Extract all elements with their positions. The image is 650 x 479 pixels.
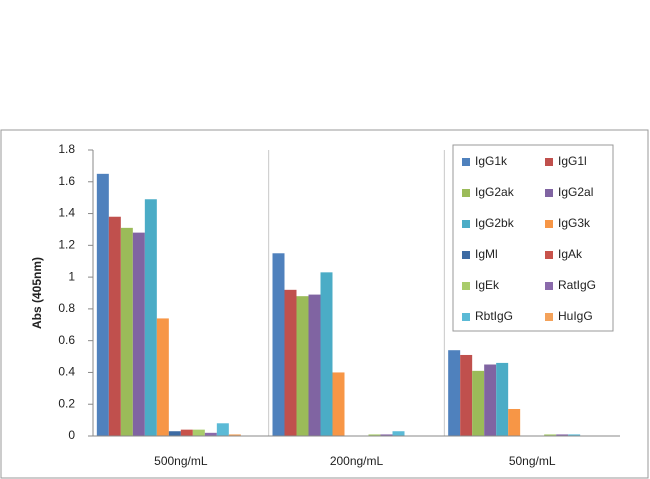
legend-swatch [462,251,470,259]
legend-swatch [545,251,553,259]
bar [168,431,181,436]
bar [308,294,321,436]
x-tick-label: 500ng/mL [154,454,208,468]
x-tick-label: 200ng/mL [330,454,384,468]
legend-label: IgG1k [475,154,508,168]
y-tick-label: 1 [68,269,75,283]
bar [192,429,205,436]
legend-swatch [462,189,470,197]
legend-label: RbtIgG [475,309,513,323]
bar [204,432,217,436]
legend-swatch [545,313,553,321]
bar [544,434,557,436]
bar [472,370,485,436]
y-tick-label: 0.6 [58,333,75,347]
legend-swatch [545,189,553,197]
bar [332,372,345,436]
bar [380,434,393,436]
legend-swatch [462,282,470,290]
legend-swatch [462,313,470,321]
bar [228,434,241,436]
bar [216,423,229,436]
bar [448,350,461,436]
legend-label: IgMl [475,247,498,261]
bar [460,354,473,436]
bar [96,173,109,437]
bar [284,289,297,436]
bar [484,364,497,436]
bar [132,232,145,436]
y-tick-label: 1.8 [58,142,75,156]
legend-swatch [462,158,470,166]
legend-label: RatIgG [558,278,596,292]
y-tick-label: 0.4 [58,365,75,379]
bar [120,227,133,436]
legend-label: IgG2al [558,185,593,199]
bar [392,431,405,436]
legend-label: IgAk [558,247,583,261]
y-tick-label: 1.6 [58,174,75,188]
bar [368,434,381,436]
legend-label: IgG1l [558,154,587,168]
x-tick-label: 50ng/mL [509,454,556,468]
y-tick-label: 1.2 [58,238,75,252]
legend-box [452,144,614,332]
legend-swatch [462,220,470,228]
legend-swatch [545,220,553,228]
bar [144,199,157,436]
legend-label: IgEk [475,278,500,292]
bar [272,253,285,436]
y-axis-title: Abs (405nm) [30,257,44,329]
bar [156,318,169,436]
legend-swatch [545,282,553,290]
bar [108,216,121,436]
y-tick-label: 0 [68,428,75,442]
legend-label: IgG2bk [475,216,515,230]
legend-label: IgG3k [558,216,591,230]
bar [496,362,509,436]
bar [556,434,569,436]
bar [296,296,309,436]
bar [508,408,521,436]
y-tick-label: 0.8 [58,301,75,315]
legend-label: HuIgG [558,309,593,323]
legend-label: IgG2ak [475,185,515,199]
bar [180,429,193,436]
bar [320,272,333,436]
y-tick-label: 0.2 [58,396,75,410]
y-tick-label: 1.4 [58,206,75,220]
bar [568,434,581,436]
legend-swatch [545,158,553,166]
